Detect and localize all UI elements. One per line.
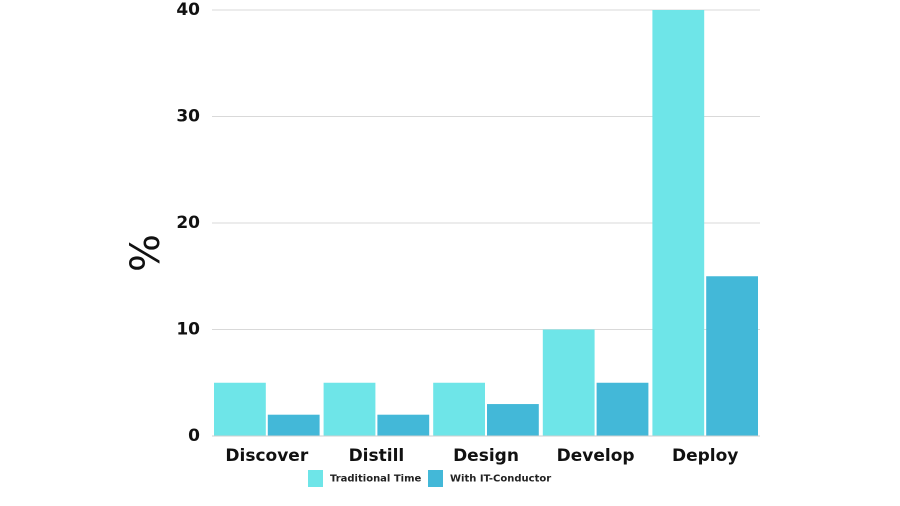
legend-swatch (308, 470, 323, 487)
x-tick-label: Distill (349, 446, 405, 466)
y-tick-label: 30 (176, 107, 200, 127)
x-tick-label: Design (453, 446, 519, 466)
y-axis-label: % (123, 234, 169, 272)
y-tick-label: 20 (176, 213, 200, 233)
bar-distill-series-2 (377, 414, 430, 436)
x-tick-label: Deploy (672, 446, 738, 466)
legend: Traditional Time With IT-Conductor (308, 470, 551, 487)
x-tick-label: Develop (557, 446, 635, 466)
y-axis-ticks: 0 10 20 30 40 (176, 0, 200, 446)
bar-deploy-series-2 (706, 276, 758, 436)
bar-develop-series-1 (542, 329, 595, 436)
bar-deploy-series-1 (652, 10, 705, 436)
x-axis-category-labels: Discover Distill Design Develop Deploy (225, 446, 738, 466)
bar-design-series-1 (433, 382, 485, 436)
legend-swatch (428, 470, 443, 487)
bar-distill-series-1 (323, 382, 376, 436)
x-tick-label: Discover (225, 446, 308, 466)
bar-discover-series-1 (214, 382, 266, 436)
y-tick-label: 40 (176, 0, 200, 20)
bar-design-series-2 (487, 404, 539, 436)
bar-develop-series-2 (596, 382, 649, 436)
y-tick-label: 0 (188, 426, 200, 446)
legend-label: With IT-Conductor (450, 474, 551, 485)
legend-label: Traditional Time (330, 474, 422, 485)
bar-discover-series-2 (267, 414, 320, 436)
y-tick-label: 10 (176, 320, 200, 340)
bars (214, 10, 758, 436)
